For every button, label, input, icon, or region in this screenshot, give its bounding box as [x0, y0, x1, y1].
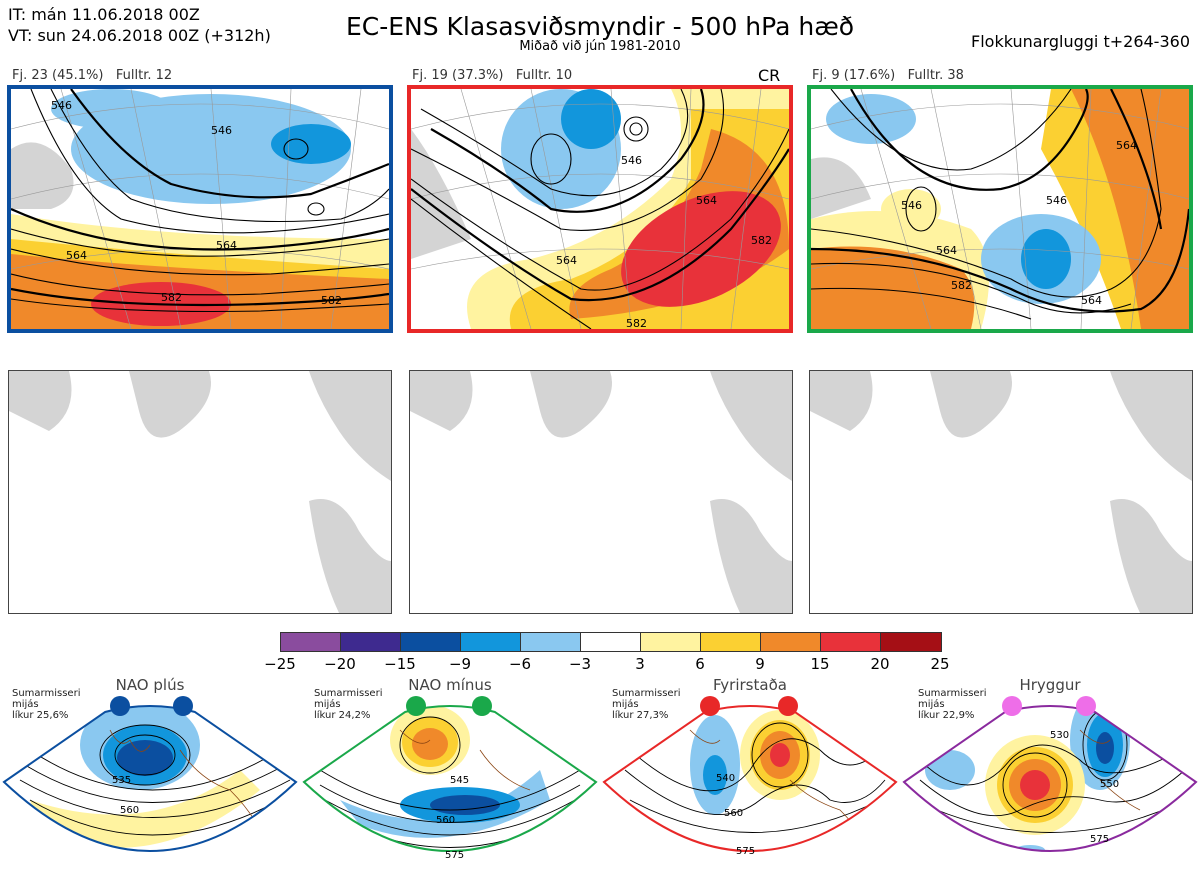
- base-map-2: [409, 370, 793, 614]
- base-map-1: [8, 370, 392, 614]
- contour-label: 564: [216, 239, 237, 252]
- contour-label: 530: [1050, 730, 1069, 741]
- contour-label: 582: [951, 279, 972, 292]
- contour-label: 550: [1100, 779, 1119, 790]
- colorbar-tick: 6: [695, 655, 705, 673]
- base-map-3: [809, 370, 1193, 614]
- contour-label: 575: [736, 846, 755, 857]
- colorbar-swatch: [401, 633, 461, 651]
- colorbar-swatch: [461, 633, 521, 651]
- colorbar-tick: 20: [870, 655, 890, 673]
- page-subtitle: Miðað við jún 1981-2010: [519, 39, 681, 54]
- regime-dot: [1076, 696, 1096, 716]
- contour-label: 540: [716, 773, 735, 784]
- contour-label: 582: [751, 234, 772, 247]
- colorbar-swatch: [821, 633, 881, 651]
- colorbar-swatch: [581, 633, 641, 651]
- contour-label: 546: [1046, 194, 1067, 207]
- regime-dot: [472, 696, 492, 716]
- regime-title: Fyrirstaða: [713, 676, 787, 694]
- contour-label: 564: [696, 194, 717, 207]
- colorbar-tick: 25: [930, 655, 950, 673]
- colorbar-tick: 15: [810, 655, 830, 673]
- contour-label: 564: [556, 254, 577, 267]
- colorbar-tick: −6: [508, 655, 532, 673]
- cluster-3-label: Fj. 9 (17.6%) Fulltr. 38: [812, 68, 964, 83]
- regime-dot: [173, 696, 193, 716]
- colorbar-swatch: [881, 633, 941, 651]
- colorbar-tick: −9: [448, 655, 472, 673]
- contour-label: 564: [66, 249, 87, 262]
- regime-title: NAO mínus: [408, 676, 492, 694]
- regime-3: Sumarmisseri mijás líkur 27,3% Fyrirstaða: [600, 676, 900, 871]
- colorbar-tick: 9: [755, 655, 765, 673]
- control-run-tag: CR: [758, 66, 781, 85]
- colorbar-tick: −20: [324, 655, 356, 673]
- contour-label: 560: [724, 808, 743, 819]
- contour-label: 564: [1081, 294, 1102, 307]
- contour-label: 560: [436, 815, 455, 826]
- contour-label: 582: [626, 317, 647, 329]
- regime-dot: [1002, 696, 1022, 716]
- regime-note: Sumarmisseri mijás líkur 27,3%: [612, 688, 681, 721]
- header-info: IT: mán 11.06.2018 00Z VT: sun 24.06.201…: [8, 4, 271, 46]
- contour-label: 582: [321, 294, 342, 307]
- colorbar-swatch: [521, 633, 581, 651]
- cluster-3-map: 546 546 564 564 582 564: [807, 85, 1193, 333]
- contour-label: 546: [211, 124, 232, 137]
- page-title: EC-ENS Klasasviðsmyndir - 500 hPa hæð: [345, 12, 855, 41]
- classification-window: Flokkunargluggi t+264-360: [971, 32, 1190, 51]
- cluster-1-label: Fj. 23 (45.1%) Fulltr. 12: [12, 68, 173, 83]
- regime-dot: [406, 696, 426, 716]
- contour-label: 575: [1090, 834, 1109, 845]
- colorbar-swatch: [341, 633, 401, 651]
- regime-2: Sumarmisseri mijás líkur 24,2% NAO mínus: [300, 676, 600, 871]
- initial-time: IT: mán 11.06.2018 00Z: [8, 5, 200, 24]
- regime-note: Sumarmisseri mijás líkur 22,9%: [918, 688, 987, 721]
- colorbar-swatch: [701, 633, 761, 651]
- contour-label: 564: [1116, 139, 1137, 152]
- contour-label: 582: [161, 291, 182, 304]
- regime-1: Sumarmisseri mijás líkur 25,6% NAO plús 53…: [0, 676, 300, 871]
- cluster-1-map: 546 564 582 582 564 546: [7, 85, 393, 333]
- colorbar-swatch: [281, 633, 341, 651]
- contour-label: 535: [112, 775, 131, 786]
- cluster-2-label: Fj. 19 (37.3%) Fulltr. 10: [412, 68, 573, 83]
- contour-label: 546: [51, 99, 72, 112]
- colorbar-tick: 3: [635, 655, 645, 673]
- colorbar-swatch: [761, 633, 821, 651]
- colorbar-tick: −15: [384, 655, 416, 673]
- contour-label: 560: [120, 805, 139, 816]
- valid-time: VT: sun 24.06.2018 00Z (+312h): [8, 26, 271, 45]
- contour-label: 545: [450, 775, 469, 786]
- colorbar-tick: −3: [568, 655, 592, 673]
- regime-dot: [110, 696, 130, 716]
- regime-title: NAO plús: [115, 676, 185, 694]
- regime-dot: [778, 696, 798, 716]
- contour-label: 546: [621, 154, 642, 167]
- regime-4: Sumarmisseri mijás líkur 22,9% Hryggur: [900, 676, 1200, 871]
- regime-note: Sumarmisseri mijás líkur 25,6%: [12, 688, 81, 721]
- colorbar-tick: −25: [264, 655, 296, 673]
- cluster-2-map: 546 564 564 582 582: [407, 85, 793, 333]
- contour-label: 546: [901, 199, 922, 212]
- anomaly-colorbar: [280, 632, 942, 652]
- regime-dot: [700, 696, 720, 716]
- regime-title: Hryggur: [1019, 676, 1081, 694]
- colorbar-swatch: [641, 633, 701, 651]
- contour-label: 575: [445, 850, 464, 861]
- contour-label: 564: [936, 244, 957, 257]
- regime-note: Sumarmisseri mijás líkur 24,2%: [314, 688, 383, 721]
